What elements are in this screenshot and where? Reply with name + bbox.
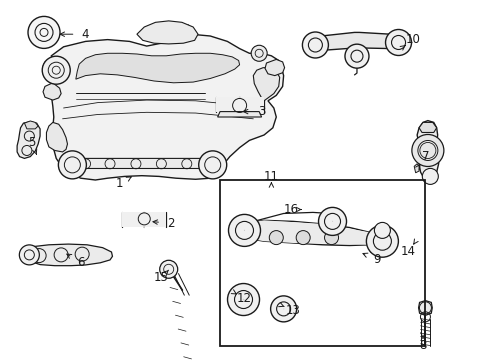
Polygon shape bbox=[413, 164, 418, 173]
Polygon shape bbox=[24, 121, 38, 129]
Circle shape bbox=[374, 222, 389, 238]
Circle shape bbox=[318, 207, 346, 235]
Circle shape bbox=[228, 215, 260, 246]
Polygon shape bbox=[303, 32, 410, 51]
Polygon shape bbox=[46, 122, 67, 152]
Circle shape bbox=[411, 135, 443, 166]
Circle shape bbox=[251, 45, 266, 61]
Circle shape bbox=[324, 231, 338, 244]
Polygon shape bbox=[217, 112, 261, 117]
Text: 6: 6 bbox=[77, 256, 84, 269]
Text: 7: 7 bbox=[421, 150, 428, 163]
Polygon shape bbox=[215, 97, 263, 112]
Polygon shape bbox=[246, 220, 382, 252]
Text: 16: 16 bbox=[283, 203, 298, 216]
Text: 10: 10 bbox=[405, 33, 420, 46]
Circle shape bbox=[422, 168, 437, 184]
Text: 8: 8 bbox=[418, 339, 426, 352]
Circle shape bbox=[42, 56, 70, 84]
Polygon shape bbox=[23, 244, 112, 266]
Text: 5: 5 bbox=[28, 136, 36, 149]
Circle shape bbox=[198, 151, 226, 179]
Bar bbox=[220, 180, 425, 346]
Polygon shape bbox=[43, 59, 62, 75]
Polygon shape bbox=[264, 59, 284, 76]
Polygon shape bbox=[17, 122, 40, 158]
Circle shape bbox=[302, 32, 328, 58]
Circle shape bbox=[296, 231, 309, 244]
Circle shape bbox=[227, 284, 259, 315]
Circle shape bbox=[385, 30, 411, 55]
Text: 1: 1 bbox=[116, 177, 123, 190]
Circle shape bbox=[270, 296, 296, 322]
Circle shape bbox=[58, 151, 86, 179]
Polygon shape bbox=[253, 68, 279, 101]
Text: 4: 4 bbox=[81, 28, 89, 41]
Text: 2: 2 bbox=[167, 217, 175, 230]
Circle shape bbox=[20, 245, 39, 265]
Text: 3: 3 bbox=[257, 105, 265, 118]
Polygon shape bbox=[76, 53, 239, 83]
Polygon shape bbox=[122, 212, 166, 227]
Circle shape bbox=[366, 225, 398, 257]
Polygon shape bbox=[418, 301, 431, 315]
Text: 15: 15 bbox=[154, 271, 168, 284]
Circle shape bbox=[344, 44, 368, 68]
Text: 11: 11 bbox=[264, 170, 278, 183]
Text: 14: 14 bbox=[400, 246, 415, 258]
Polygon shape bbox=[416, 121, 438, 180]
Text: 9: 9 bbox=[372, 253, 380, 266]
Circle shape bbox=[160, 260, 177, 278]
Polygon shape bbox=[59, 158, 215, 168]
Text: 13: 13 bbox=[285, 304, 300, 317]
Polygon shape bbox=[51, 34, 283, 180]
Polygon shape bbox=[137, 21, 198, 44]
Polygon shape bbox=[418, 122, 436, 132]
Circle shape bbox=[28, 17, 60, 48]
Circle shape bbox=[269, 231, 283, 244]
Polygon shape bbox=[43, 83, 61, 100]
Text: 12: 12 bbox=[237, 292, 251, 305]
